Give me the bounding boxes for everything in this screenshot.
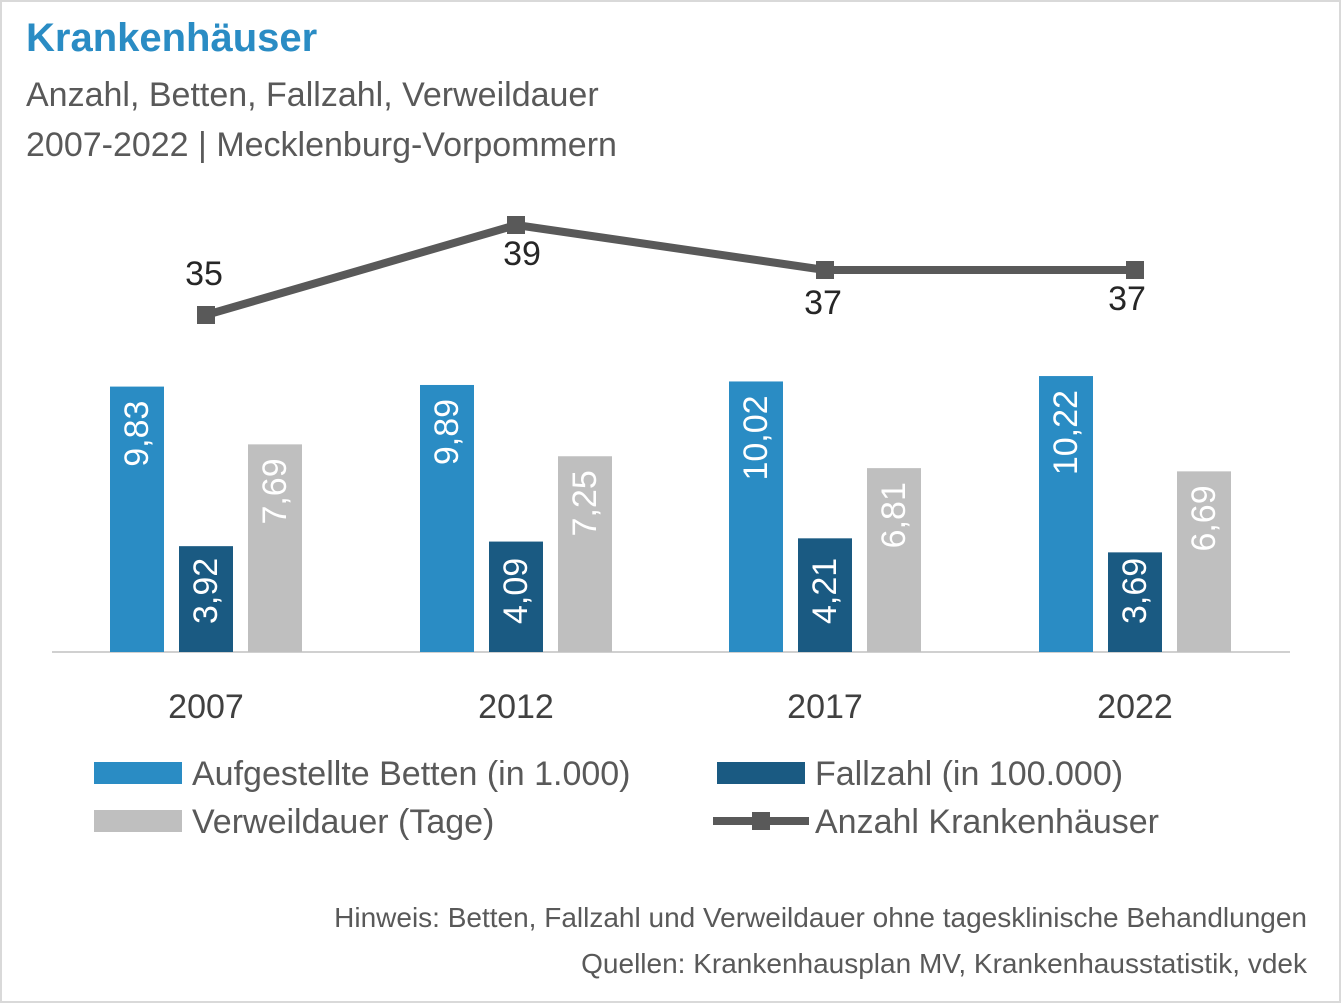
legend-swatch-2 — [94, 810, 182, 832]
x-tick-label-2017: 2017 — [787, 688, 863, 726]
data-label-2-2007: 7,69 — [256, 458, 294, 524]
bar-0-2017 — [729, 381, 783, 652]
data-label-0-2017: 10,02 — [737, 395, 775, 480]
x-tick-label-2007: 2007 — [168, 688, 244, 726]
bar-1-2007 — [179, 546, 233, 652]
line-marker-2022 — [1126, 261, 1144, 279]
chart-title: Krankenhäuser — [26, 16, 318, 60]
line-label-2017: 37 — [804, 284, 842, 322]
bar-2-2007 — [248, 444, 302, 652]
legend-line-marker-3 — [752, 812, 770, 830]
line-marker-2017 — [816, 261, 834, 279]
footnote-hint: Hinweis: Betten, Fallzahl und Verweildau… — [334, 902, 1307, 933]
x-tick-label-2022: 2022 — [1097, 688, 1173, 726]
legend-swatch-0 — [94, 762, 182, 784]
data-label-0-2022: 10,22 — [1047, 390, 1085, 475]
line-label-2022: 37 — [1108, 280, 1146, 318]
x-tick-label-2012: 2012 — [478, 688, 554, 726]
bar-1-2012 — [489, 541, 543, 652]
legend-label-1: Fallzahl (in 100.000) — [815, 755, 1123, 793]
legend-swatch-1 — [717, 762, 805, 784]
bar-2-2022 — [1177, 471, 1231, 652]
data-label-1-2017: 4,21 — [806, 558, 844, 624]
data-label-2-2017: 6,81 — [875, 482, 913, 548]
bar-2-2012 — [558, 456, 612, 652]
line-label-2012: 39 — [503, 235, 541, 273]
data-label-2-2022: 6,69 — [1185, 485, 1223, 551]
line-marker-2007 — [197, 306, 215, 324]
chart-subtitle-line1: Anzahl, Betten, Fallzahl, Verweildauer — [26, 76, 599, 114]
data-label-0-2012: 9,89 — [428, 399, 466, 465]
data-label-1-2007: 3,92 — [187, 558, 225, 624]
bar-1-2017 — [798, 538, 852, 652]
bar-0-2022 — [1039, 376, 1093, 652]
bar-0-2007 — [110, 386, 164, 652]
data-label-1-2012: 4,09 — [497, 558, 535, 624]
chart-subtitle-line2: 2007-2022 | Mecklenburg-Vorpommern — [26, 126, 617, 164]
line-anzahl-krankenhaeuser — [204, 221, 1135, 319]
legend-label-2: Verweildauer (Tage) — [192, 803, 494, 841]
bar-1-2022 — [1108, 552, 1162, 652]
data-label-0-2007: 9,83 — [118, 401, 156, 467]
data-label-1-2022: 3,69 — [1116, 558, 1154, 624]
bar-2-2017 — [867, 468, 921, 652]
footnote-sources: Quellen: Krankenhausplan MV, Krankenhaus… — [581, 948, 1307, 979]
line-marker-2012 — [507, 216, 525, 234]
data-label-2-2012: 7,25 — [566, 470, 604, 536]
legend-label-3: Anzahl Krankenhäuser — [815, 803, 1159, 841]
line-label-2007: 35 — [185, 255, 223, 293]
bar-0-2012 — [420, 384, 474, 652]
legend-label-0: Aufgestellte Betten (in 1.000) — [192, 755, 631, 793]
